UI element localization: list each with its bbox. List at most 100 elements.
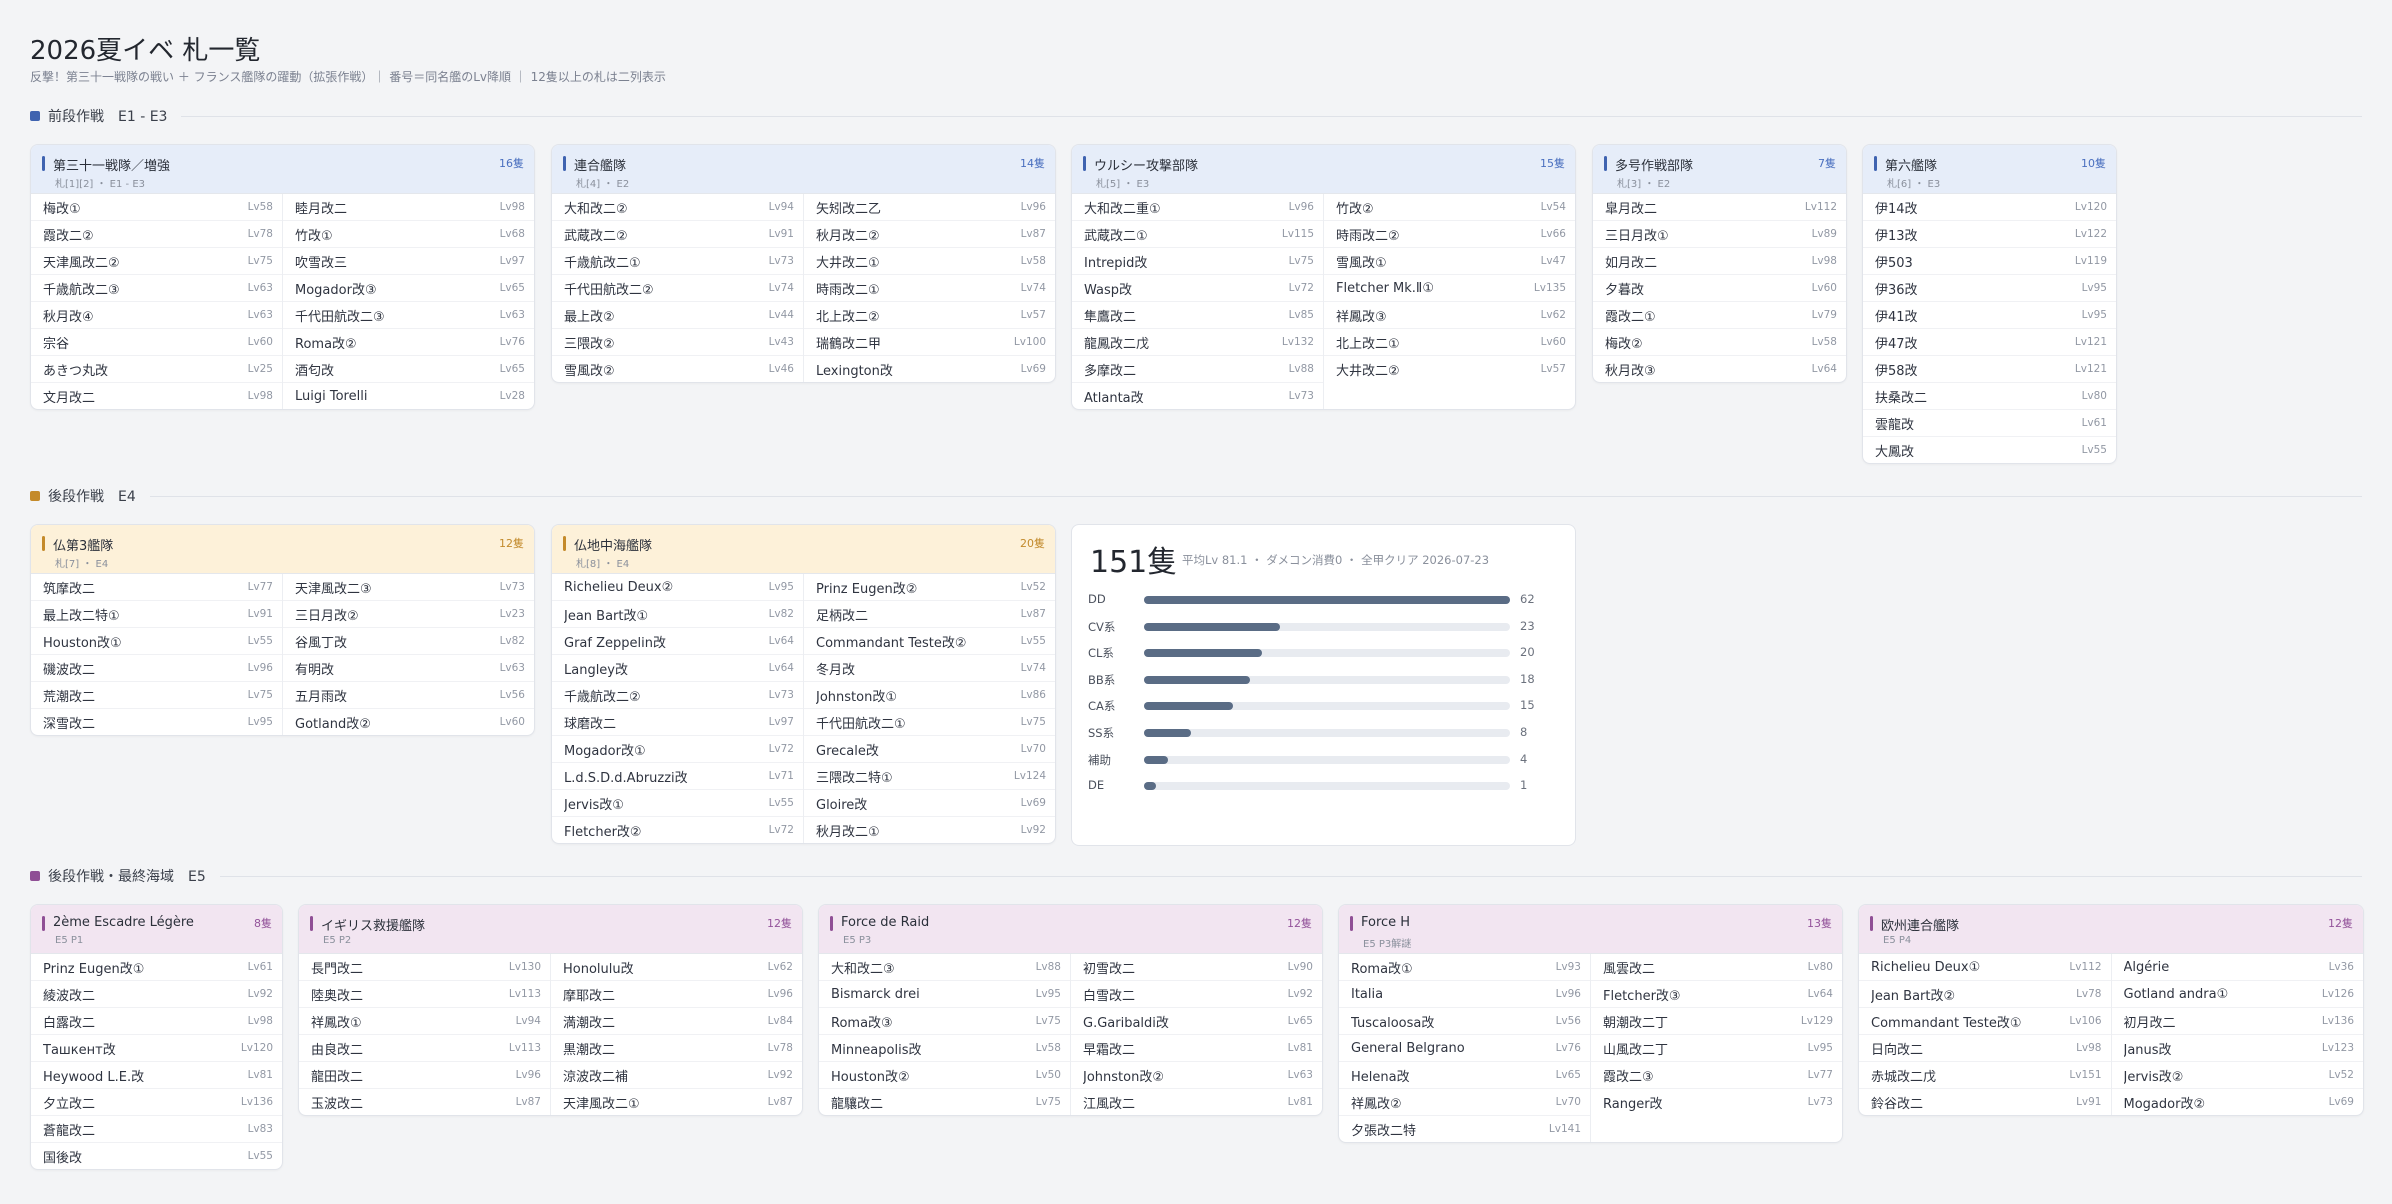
ship-level: Lv95 [2081, 282, 2107, 294]
ship-name: 磯波改二 [43, 662, 96, 678]
ship-column: Roma改① Lv93 Italia Lv96 Tuscaloosa改 Lv56 Gener… [1339, 954, 1590, 1142]
ship-level: Lv129 [1800, 1015, 1833, 1027]
ship-row: 如月改二 Lv98 [1593, 248, 1846, 275]
fleet-ship-count: 13隻 [1807, 917, 1832, 930]
fleet-card: Force H E5 P3解謎 13隻 Roma改① Lv93 Italia Lv96 Tus… [1338, 904, 1843, 1143]
ship-columns: Richelieu Deux② Lv95 Jean Bart改① Lv82 Graf Z… [552, 574, 1055, 843]
ship-level: Lv94 [768, 201, 794, 213]
ship-row: 夕張改二特 Lv141 [1339, 1116, 1590, 1142]
ship-row: General Belgrano Lv76 [1339, 1035, 1590, 1062]
fleet-color-bar [42, 156, 45, 171]
ship-row: 梅改② Lv58 [1593, 329, 1846, 356]
ship-level: Lv68 [499, 228, 525, 240]
ship-level: Lv63 [499, 662, 525, 674]
ship-level: Lv76 [1555, 1042, 1581, 1054]
ship-level: Lv62 [767, 961, 793, 973]
ship-level: Lv63 [499, 309, 525, 321]
ship-name: 瑞鶴改二甲 [816, 336, 882, 352]
section-title: 後段作戦・最終海域 E5 [48, 869, 206, 885]
ship-row: 最上改② Lv44 [552, 302, 803, 329]
ship-level: Lv64 [1807, 988, 1833, 1000]
fleet-card: イギリス救援艦隊 E5 P2 12隻 長門改二 Lv130 陸奥改二 Lv113 祥鳳改① Lv… [298, 904, 803, 1116]
ship-row: 筑摩改二 Lv77 [31, 574, 282, 601]
ship-name: 千代田航改二③ [295, 309, 385, 325]
ship-name: 伊503 [1875, 255, 1913, 271]
ship-level: Lv74 [1020, 282, 1046, 294]
ship-level: Lv76 [499, 336, 525, 348]
ship-level: Lv78 [247, 228, 273, 240]
ship-row: 黒潮改二 Lv78 [551, 1035, 802, 1062]
ship-type-bar-row: CV系 23 [1088, 616, 1568, 636]
fleet-card: 仏第3艦隊 札[7] ・ E4 12隻 筑摩改二 Lv77 最上改二特① Lv91 Houst… [30, 524, 535, 736]
ship-columns: 大和改二重① Lv96 武蔵改二① Lv115 Intrepid改 Lv75 Wasp改 Lv… [1072, 194, 1575, 409]
ship-level: Lv63 [1287, 1069, 1313, 1081]
fleet-name: 連合艦隊 [574, 159, 627, 174]
ship-level: Lv60 [499, 716, 525, 728]
ship-name: Mogador改① [564, 743, 646, 759]
fleet-card: 第三十一戦隊／増強 札[1][2] ・ E1 - E3 16隻 梅改① Lv58 霞改二②… [30, 144, 535, 410]
ship-name: 鈴谷改二 [1871, 1096, 1924, 1112]
ship-row: Grecale改 Lv70 [804, 736, 1055, 763]
fleet-card: 多号作戦部隊 札[3] ・ E2 7隻 皐月改二 Lv112 三日月改① Lv89 如月改二 L… [1592, 144, 1847, 383]
fleet-color-bar [42, 536, 45, 551]
fleet-name: 2ème Escadre Légère [53, 915, 194, 930]
ship-name: 蒼龍改二 [43, 1123, 96, 1139]
ship-name: Langley改 [564, 662, 629, 678]
fleet-card-header: イギリス救援艦隊 E5 P2 12隻 [299, 905, 802, 954]
ship-row: 三日月改① Lv89 [1593, 221, 1846, 248]
ship-level: Lv97 [499, 255, 525, 267]
ship-level: Lv60 [1540, 336, 1566, 348]
ship-level: Lv81 [1287, 1096, 1313, 1108]
ship-name: 矢矧改二乙 [816, 201, 882, 217]
page-subtitle: 反撃！第三十一戦隊の戦い ＋ フランス艦隊の躍動（拡張作戦）｜ 番号＝同名艦のL… [30, 70, 666, 84]
ship-type-bar-fill [1144, 755, 1168, 764]
ship-name: 千代田航改二② [564, 282, 654, 298]
ship-type-bar-fill [1144, 596, 1510, 604]
fleet-color-bar [310, 916, 313, 931]
ship-name: 夕張改二特 [1351, 1123, 1417, 1139]
ship-name: 睦月改二 [295, 201, 348, 217]
ship-row: 五月雨改 Lv56 [283, 682, 534, 709]
ship-name: 千歳航改二② [564, 689, 641, 705]
fleet-ship-count: 14隻 [1020, 157, 1045, 170]
ship-name: 由良改二 [311, 1042, 364, 1058]
ship-row: 武蔵改二① Lv115 [1072, 221, 1323, 248]
ship-row: Lexington改 Lv69 [804, 356, 1055, 382]
ship-row: 荒潮改二 Lv75 [31, 682, 282, 709]
ship-name: Grecale改 [816, 743, 879, 759]
ship-name: 夕立改二 [43, 1096, 96, 1112]
ship-name: 深雪改二 [43, 716, 96, 732]
ship-row: Mogador改① Lv72 [552, 736, 803, 763]
ship-name: 文月改二 [43, 390, 96, 406]
ship-level: Lv91 [2076, 1096, 2102, 1108]
ship-row: 夕暮改 Lv60 [1593, 275, 1846, 302]
ship-level: Lv60 [247, 336, 273, 348]
ship-row: Bismarck drei Lv95 [819, 981, 1070, 1008]
ship-column: 初雪改二 Lv90 白雪改二 Lv92 G.Garibaldi改 Lv65 早霜改二 Lv81… [1070, 954, 1322, 1115]
fleet-name: 多号作戦部隊 [1615, 159, 1694, 174]
ship-name: Gloire改 [816, 797, 868, 813]
ship-column: Algérie Lv36 Gotland andra① Lv126 初月改二 Lv136 J… [2110, 954, 2363, 1115]
ship-name: 三日月改② [295, 608, 359, 624]
ship-level: Lv57 [1540, 363, 1566, 375]
fleet-ship-count: 12隻 [499, 537, 524, 550]
ship-type-bar-fill [1144, 649, 1263, 658]
ship-level: Lv52 [1020, 581, 1046, 593]
fleet-color-bar [1350, 916, 1353, 931]
ship-level: Lv61 [247, 961, 273, 973]
ship-columns: Prinz Eugen改① Lv61 綾波改二 Lv92 白露改二 Lv98 Ташкент… [31, 954, 282, 1169]
ship-name: 大井改二① [816, 255, 880, 271]
ship-row: 時雨改二② Lv66 [1324, 221, 1575, 248]
fleet-name: Force de Raid [841, 915, 930, 930]
ship-name: 江風改二 [1083, 1096, 1136, 1112]
ship-level: Lv62 [1540, 309, 1566, 321]
ship-name: 天津風改二② [43, 255, 120, 271]
ship-row: Wasp改 Lv72 [1072, 275, 1323, 302]
ship-columns: 大和改二② Lv94 武蔵改二② Lv91 千歳航改二① Lv73 千代田航改二② Lv74 最… [552, 194, 1055, 382]
ship-level: Lv90 [1287, 961, 1313, 973]
ship-row: Algérie Lv36 [2111, 954, 2363, 981]
ship-type-bar-fill [1144, 702, 1233, 711]
ship-name: Intrepid改 [1084, 255, 1148, 271]
ship-name: 梅改① [43, 201, 81, 217]
ship-name: 時雨改二② [1336, 228, 1400, 244]
